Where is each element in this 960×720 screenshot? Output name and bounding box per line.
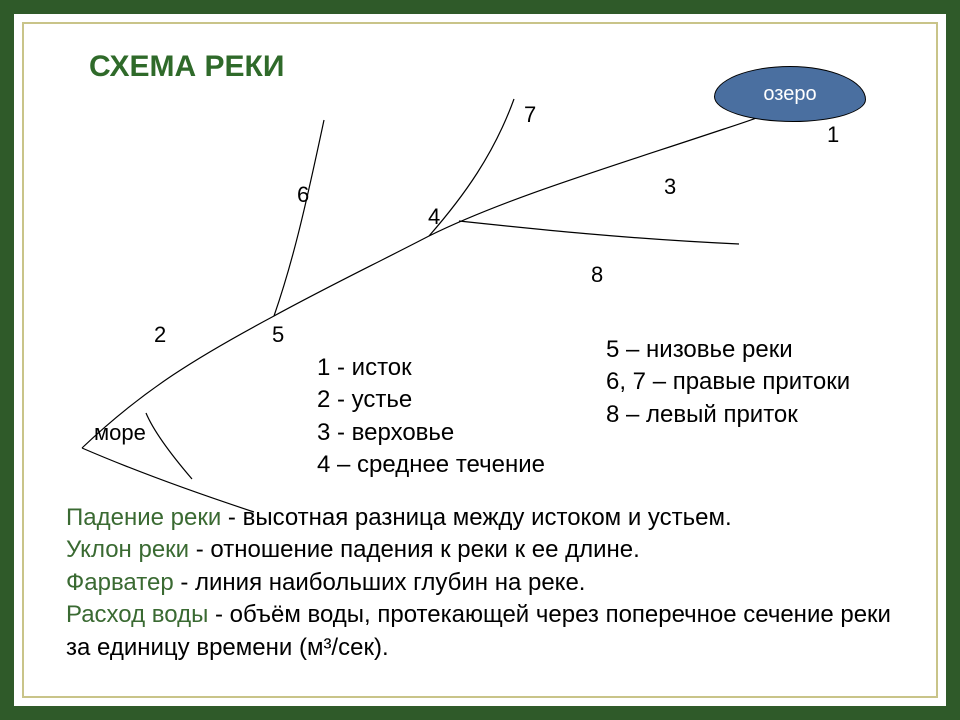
definition-text: - высотная разница между истоком и устье… <box>221 504 731 531</box>
definition-text: - линия наибольших глубин на реке. <box>174 569 586 596</box>
diagram-number-8: 8 <box>591 262 603 288</box>
diagram-title: СХЕМА РЕКИ <box>89 50 284 84</box>
definition-term: Уклон реки <box>66 536 189 563</box>
legend-line: 2 - устье <box>317 384 545 416</box>
diagram-number-1: 1 <box>827 122 839 148</box>
definition-text: - отношение падения к реки к ее длине. <box>189 536 640 563</box>
definition-line: Падение реки - высотная разница между ис… <box>66 502 916 534</box>
definition-term: Фарватер <box>66 569 174 596</box>
diagram-number-7: 7 <box>524 102 536 128</box>
river-path <box>274 120 324 316</box>
legend-line: 3 - верховье <box>317 417 545 449</box>
sea-label: море <box>94 420 146 446</box>
definition-line: Фарватер - линия наибольших глубин на ре… <box>66 567 916 599</box>
diagram-number-6: 6 <box>297 182 309 208</box>
diagram-number-4: 4 <box>428 204 440 230</box>
river-path <box>429 99 514 236</box>
diagram-canvas: СХЕМА РЕКИ озеро море 1 2 3 4 5 6 7 8 1 - исток… <box>24 24 936 696</box>
legend-line: 6, 7 – правые притоки <box>606 366 850 398</box>
legend-line: 4 – среднее течение <box>317 449 545 481</box>
legend-line: 5 – низовье реки <box>606 334 850 366</box>
definition-line: Уклон реки - отношение падения к реки к … <box>66 534 916 566</box>
definition-term: Падение реки <box>66 504 221 531</box>
definition-term: Расход воды <box>66 601 208 628</box>
legend-line: 8 – левый приток <box>606 399 850 431</box>
definition-line: Расход воды - объём воды, протекающей че… <box>66 599 916 664</box>
river-path <box>459 221 739 244</box>
legend-line: 1 - исток <box>317 352 545 384</box>
legend-left: 1 - исток2 - устье3 - верховье4 – средне… <box>317 352 545 482</box>
definitions-block: Падение реки - высотная разница между ис… <box>66 502 916 664</box>
legend-right: 5 – низовье реки6, 7 – правые притоки8 –… <box>606 334 850 431</box>
diagram-number-2: 2 <box>154 322 166 348</box>
diagram-number-3: 3 <box>664 174 676 200</box>
diagram-number-5: 5 <box>272 322 284 348</box>
river-path <box>146 413 192 479</box>
lake-label: озеро <box>763 83 816 106</box>
